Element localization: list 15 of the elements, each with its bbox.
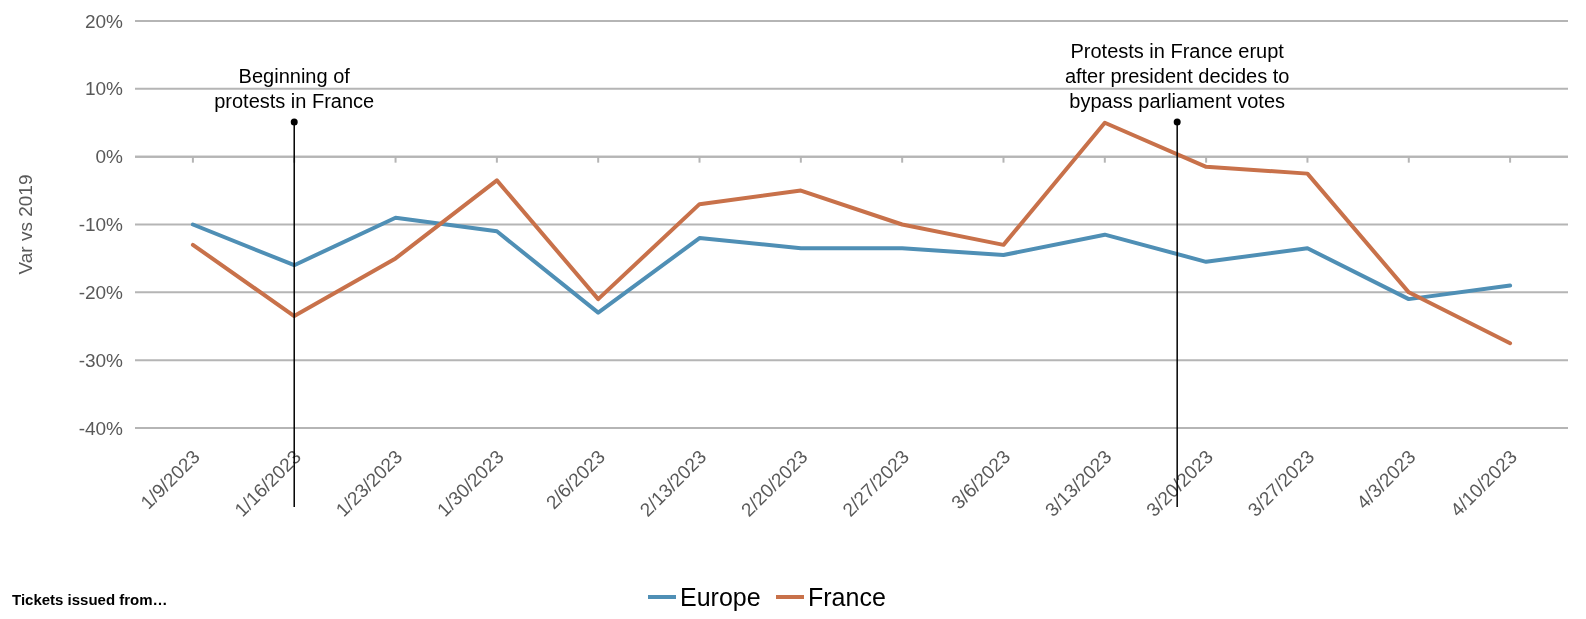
line-series — [190, 120, 1513, 346]
y-tick-label: -40% — [78, 417, 124, 439]
y-tick-label: -30% — [78, 349, 124, 371]
y-tick-label: -20% — [78, 281, 124, 303]
line-series — [190, 215, 1513, 315]
y-tick-label: 10% — [84, 78, 124, 100]
y-tick-label: 20% — [84, 10, 124, 32]
legend-label: France — [808, 582, 886, 611]
y-axis-title: Var vs 2019 — [15, 174, 36, 275]
text: Tickets issued from… — [12, 591, 168, 608]
ref-line-label: Protests in France erupt after president decides to bypass parliament votes — [1064, 40, 1290, 112]
y-tick-label: -10% — [78, 214, 124, 236]
y-tick-label: 0% — [95, 146, 124, 168]
legend-label: Europe — [680, 582, 761, 611]
ref-line-label: Beginning of protests in France — [214, 65, 375, 112]
